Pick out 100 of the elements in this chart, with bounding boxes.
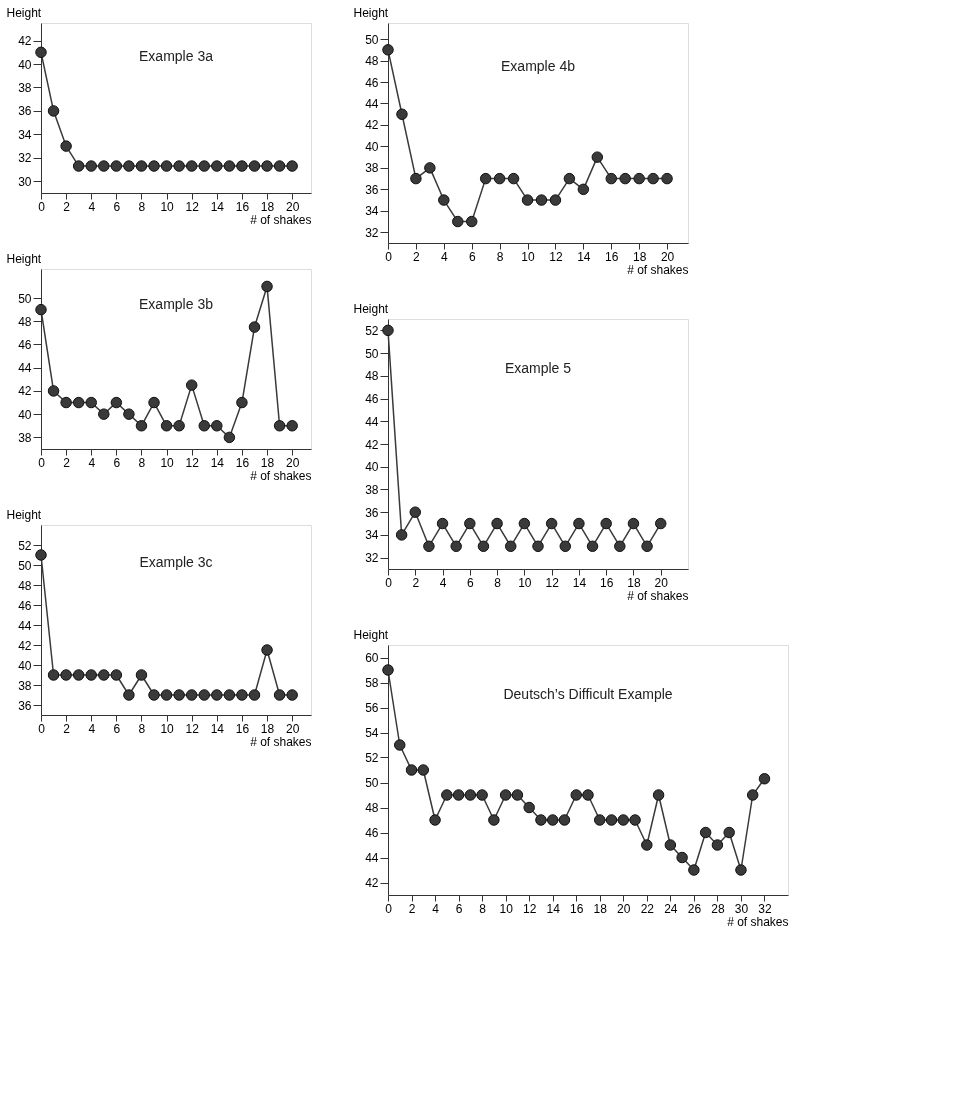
x-tick-label: 14 bbox=[210, 721, 225, 736]
x-tick-label: 20 bbox=[285, 199, 300, 214]
x-tick-label: 14 bbox=[210, 455, 225, 470]
point bbox=[688, 864, 700, 876]
x-tick-label: 14 bbox=[546, 901, 561, 916]
y-tick-label: 46 bbox=[18, 337, 32, 352]
point bbox=[236, 160, 248, 172]
x-axis-title: # of shakes bbox=[250, 468, 312, 483]
point bbox=[185, 379, 198, 391]
y-tick-label: 44 bbox=[365, 96, 379, 111]
point bbox=[619, 172, 631, 185]
point bbox=[236, 396, 248, 409]
point bbox=[382, 324, 394, 337]
point bbox=[600, 517, 612, 530]
point bbox=[198, 160, 210, 172]
point bbox=[35, 46, 47, 59]
x-tick-label: 6 bbox=[113, 721, 121, 736]
point bbox=[591, 151, 604, 163]
point bbox=[563, 172, 576, 185]
point bbox=[72, 160, 85, 172]
point bbox=[723, 826, 735, 839]
y-tick-label: 50 bbox=[365, 346, 379, 361]
point bbox=[85, 669, 97, 681]
x-tick-label: 26 bbox=[687, 901, 702, 916]
point bbox=[160, 689, 173, 701]
x-tick-label: 6 bbox=[113, 455, 121, 470]
point bbox=[429, 814, 441, 826]
point bbox=[85, 396, 97, 409]
y-tick-label: 40 bbox=[365, 139, 379, 154]
point bbox=[123, 160, 135, 172]
point bbox=[452, 789, 465, 801]
x-tick-label: 4 bbox=[88, 199, 96, 214]
y-tick-label: 58 bbox=[365, 676, 379, 690]
point bbox=[410, 172, 422, 185]
x-tick-label: 2 bbox=[63, 455, 71, 470]
y-tick-label: 32 bbox=[18, 151, 32, 166]
y-tick-label: 42 bbox=[18, 384, 32, 399]
x-tick-label: 10 bbox=[518, 575, 532, 590]
x-tick-label: 4 bbox=[432, 901, 440, 916]
x-tick-label: 18 bbox=[260, 721, 275, 736]
y-axis-title: Height bbox=[353, 627, 389, 642]
y-tick-label: 60 bbox=[365, 651, 379, 665]
point bbox=[532, 540, 544, 553]
point bbox=[523, 801, 535, 814]
point bbox=[450, 540, 462, 553]
point bbox=[633, 172, 645, 185]
point bbox=[98, 669, 110, 681]
x-tick-label: 8 bbox=[479, 901, 487, 916]
x-tick-label: 18 bbox=[632, 249, 647, 264]
point bbox=[661, 172, 673, 185]
point bbox=[476, 789, 488, 801]
x-axis-title: # of shakes bbox=[727, 914, 789, 929]
point bbox=[464, 517, 476, 530]
y-tick-label: 46 bbox=[365, 392, 379, 407]
x-tick-label: 6 bbox=[113, 199, 121, 214]
x-tick-label: 10 bbox=[499, 901, 514, 916]
y-axis-title: Height bbox=[6, 507, 42, 522]
point bbox=[382, 44, 394, 56]
y-tick-label: 42 bbox=[18, 34, 32, 49]
point bbox=[605, 172, 617, 185]
y-tick-label: 34 bbox=[18, 127, 32, 142]
point bbox=[559, 540, 572, 553]
x-tick-label: 18 bbox=[260, 199, 275, 214]
point bbox=[98, 408, 110, 420]
x-tick-label: 10 bbox=[521, 249, 536, 264]
y-tick-label: 52 bbox=[18, 538, 32, 553]
point bbox=[676, 851, 688, 864]
x-tick-label: 32 bbox=[758, 901, 772, 916]
point bbox=[441, 789, 453, 801]
point bbox=[438, 194, 450, 206]
x-axis-title: # of shakes bbox=[627, 588, 689, 603]
x-tick-label: 6 bbox=[466, 575, 474, 590]
point bbox=[452, 215, 464, 228]
point bbox=[110, 160, 123, 172]
point bbox=[135, 160, 148, 172]
x-tick-label: 6 bbox=[468, 249, 476, 264]
y-tick-label: 50 bbox=[365, 32, 379, 47]
point bbox=[248, 160, 261, 172]
x-tick-label: 16 bbox=[605, 249, 619, 264]
x-tick-label: 20 bbox=[654, 575, 669, 590]
y-tick-label: 44 bbox=[365, 414, 379, 429]
point bbox=[211, 689, 223, 701]
point bbox=[627, 517, 640, 530]
x-tick-label: 10 bbox=[160, 455, 175, 470]
text: Example 4b bbox=[501, 58, 576, 74]
point bbox=[396, 108, 408, 120]
point bbox=[47, 105, 60, 117]
point bbox=[173, 420, 185, 432]
x-tick-label: 16 bbox=[235, 455, 250, 470]
point bbox=[641, 540, 653, 553]
x-tick-label: 18 bbox=[260, 455, 275, 470]
point bbox=[72, 396, 85, 409]
x-tick-label: 20 bbox=[660, 249, 675, 264]
y-tick-label: 50 bbox=[18, 291, 32, 306]
y-tick-label: 48 bbox=[365, 801, 379, 815]
point bbox=[123, 408, 135, 420]
y-tick-label: 50 bbox=[18, 558, 32, 573]
point bbox=[248, 689, 261, 701]
point bbox=[711, 839, 724, 851]
point bbox=[493, 172, 506, 185]
